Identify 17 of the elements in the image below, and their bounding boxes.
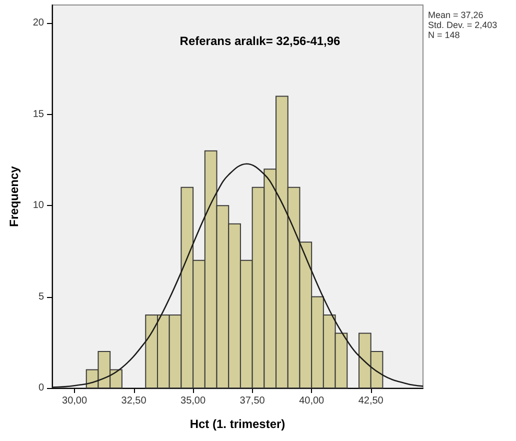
text: N = 148 (428, 30, 460, 40)
x-tick-label: 32,50 (121, 396, 147, 406)
x-tick-label: 35,00 (180, 396, 206, 406)
y-tick-label: 10 (32, 200, 44, 212)
text: Std. Dev. = 2,403 (428, 20, 498, 30)
text: Referans aralık= 32,56-41,96 (180, 34, 341, 48)
text: Mean = 37,26 (428, 10, 484, 20)
y-tick-label: 0 (38, 382, 44, 394)
x-tick-label: 37,50 (240, 396, 266, 406)
y-tick-label: 15 (32, 108, 44, 120)
x-tick-label: 30,00 (62, 396, 88, 406)
y-tick-label: 5 (38, 291, 44, 302)
y-tick-label: 20 (32, 18, 44, 29)
y-axis-title: Frequency (7, 166, 21, 227)
x-tick-label: 40,00 (299, 396, 325, 406)
x-tick-label: 42,50 (358, 396, 384, 406)
x-axis-title: Hct (1. trimester) (190, 417, 286, 431)
